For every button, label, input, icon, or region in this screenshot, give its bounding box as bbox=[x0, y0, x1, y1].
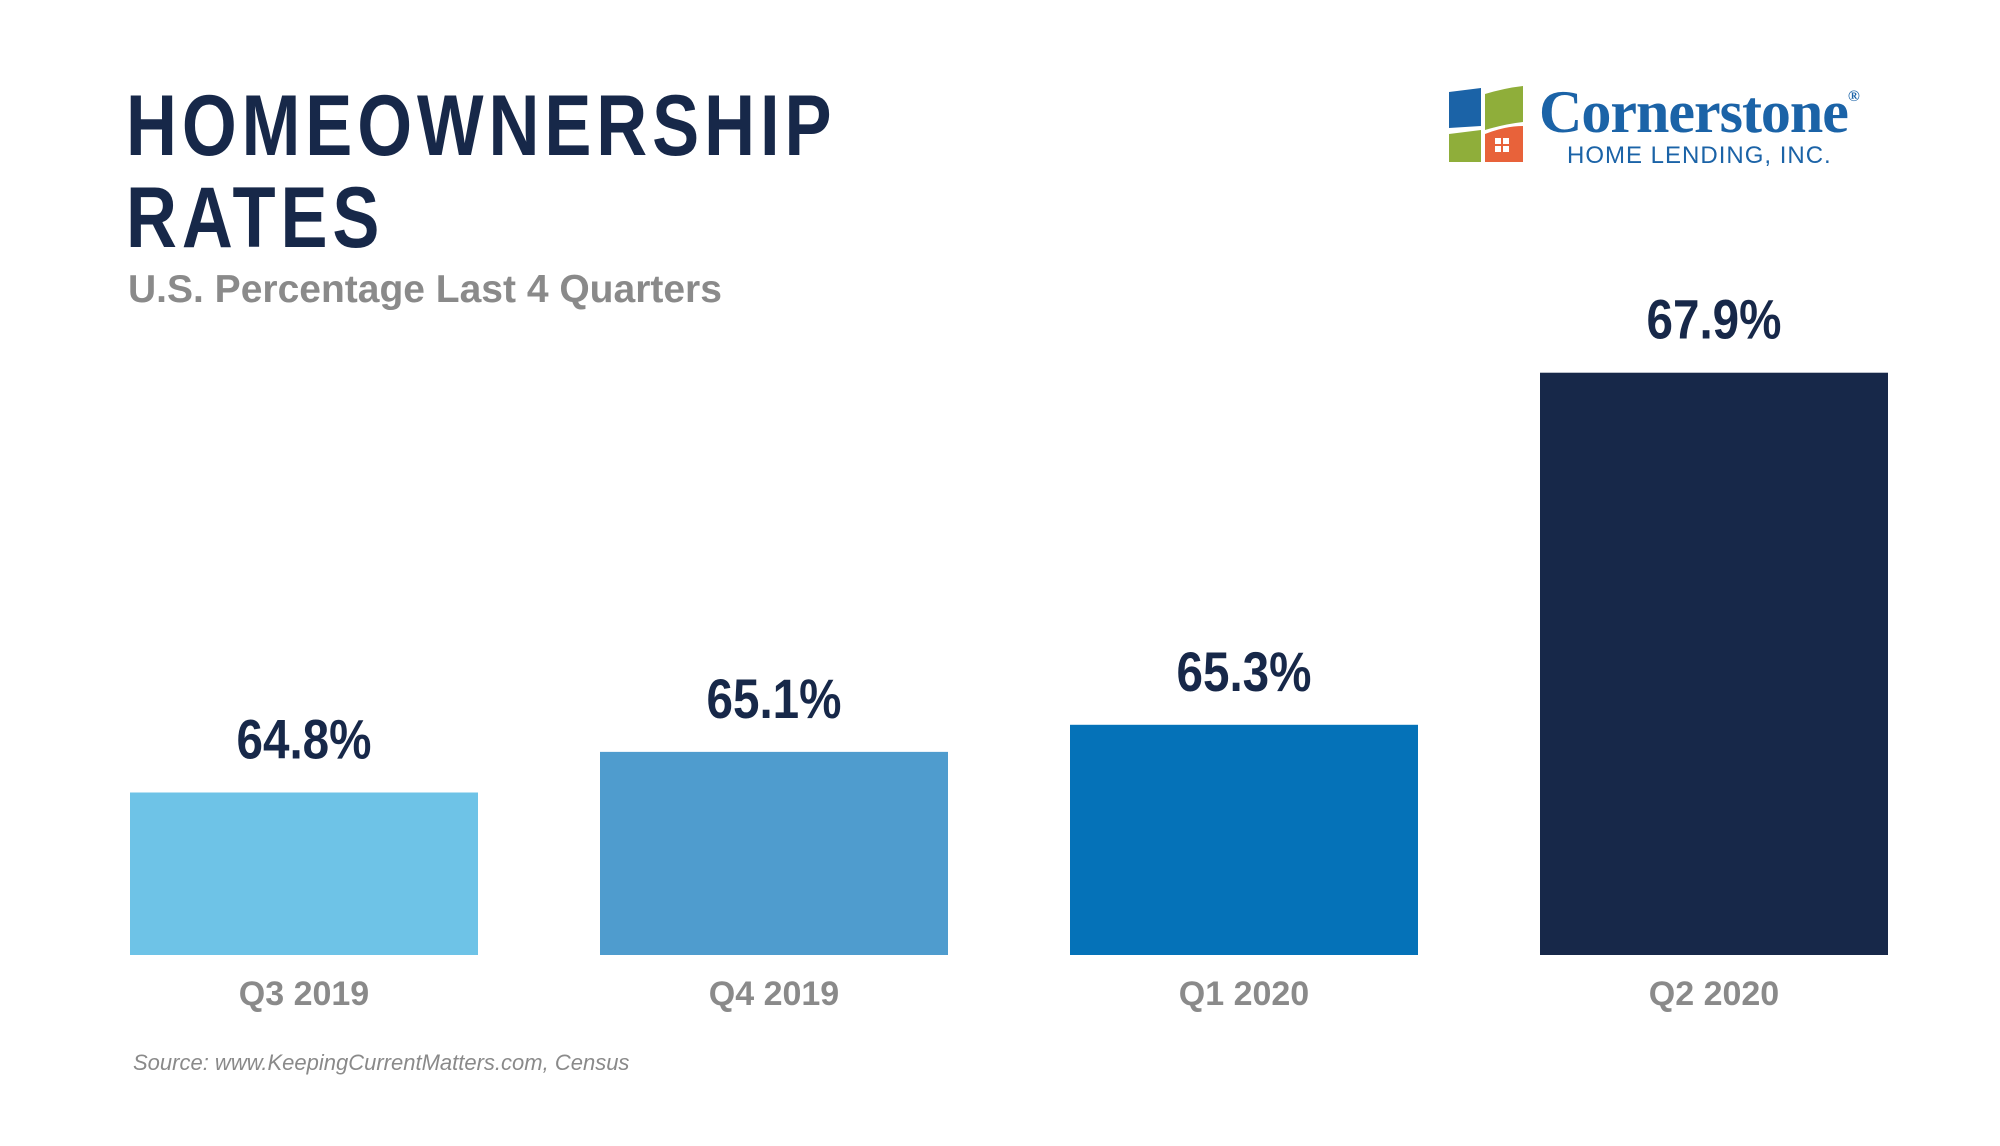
x-tick-label: Q2 2020 bbox=[1649, 975, 1779, 1013]
value-label: 67.9% bbox=[1647, 289, 1782, 351]
source-note: Source: www.KeepingCurrentMatters.com, C… bbox=[133, 1050, 630, 1075]
bar-q3-2019 bbox=[130, 792, 478, 955]
logo-subtitle: HOME LENDING, INC. bbox=[1567, 142, 1832, 169]
bar-q1-2020 bbox=[1070, 724, 1418, 955]
house-logo-icon bbox=[1449, 86, 1523, 162]
logo-registered-mark: ® bbox=[1847, 88, 1860, 105]
bar-q2-2020 bbox=[1540, 372, 1888, 955]
cornerstone-logo: Cornerstone® HOME LENDING, INC. bbox=[1447, 79, 1907, 169]
value-label: 65.3% bbox=[1177, 641, 1312, 703]
x-tick-label: Q4 2019 bbox=[709, 975, 839, 1013]
title-line-2: RATES bbox=[126, 170, 385, 266]
x-tick-label: Q3 2019 bbox=[239, 975, 369, 1013]
chart-subtitle: U.S. Percentage Last 4 Quarters bbox=[128, 268, 722, 311]
x-tick-label: Q1 2020 bbox=[1179, 975, 1309, 1013]
chart-title: HOMEOWNERSHIP RATES bbox=[126, 80, 836, 264]
logo-name: Cornerstone bbox=[1539, 79, 1849, 145]
title-line-1: HOMEOWNERSHIP bbox=[126, 78, 837, 174]
logo-wordmark: Cornerstone® bbox=[1539, 78, 1860, 147]
value-label: 64.8% bbox=[237, 709, 372, 771]
bar-q4-2019 bbox=[600, 751, 948, 955]
bars-layer: 64.8% Q3 2019 65.1% Q4 2019 65.3% Q1 2020 67.9… bbox=[130, 289, 1888, 1013]
value-label: 65.1% bbox=[707, 668, 842, 730]
